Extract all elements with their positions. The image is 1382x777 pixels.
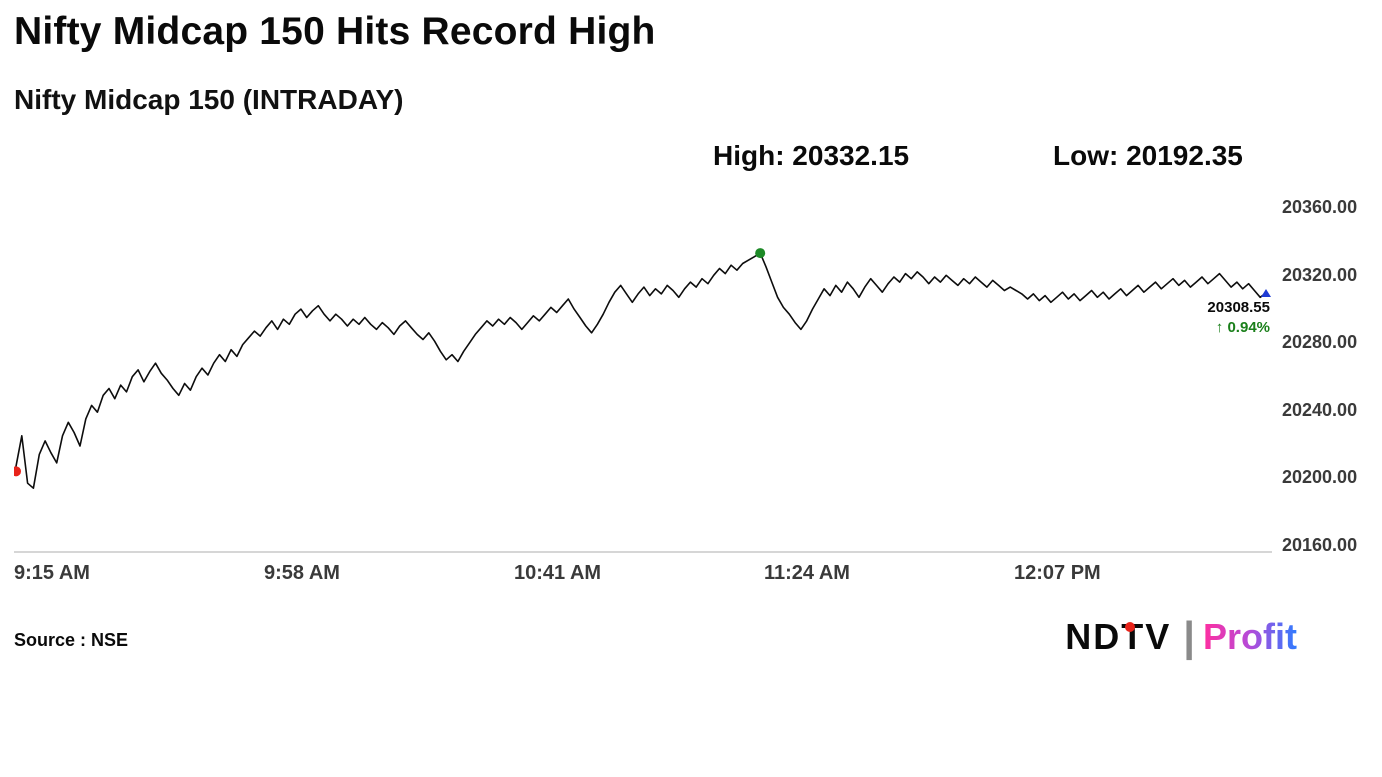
profit-logo-text: Profit — [1203, 616, 1297, 657]
y-tick-label: 20160.00 — [1282, 535, 1358, 555]
source-attribution: Source : NSE — [14, 630, 129, 650]
ndtv-logo-wrap: NDTV — [1065, 616, 1171, 658]
x-tick-label: 9:58 AM — [264, 562, 340, 584]
x-tick-label: 11:24 AM — [764, 562, 850, 584]
percent-change-value: ↑ 0.94% — [1215, 318, 1270, 336]
price-line — [15, 252, 1267, 490]
chart-subtitle: Nifty Midcap 150 (INTRADAY) — [14, 84, 404, 115]
y-tick-label: 20240.00 — [1282, 399, 1358, 420]
y-tick-label: 20320.00 — [1282, 264, 1358, 285]
high-marker — [755, 248, 766, 259]
x-tick-label: 10:41 AM — [514, 562, 602, 584]
y-tick-label: 20280.00 — [1282, 332, 1358, 353]
x-tick-label: 12:07 PM — [1014, 562, 1101, 584]
ndtv-logo-text: NDTV — [1065, 616, 1172, 657]
y-tick-label: 20200.00 — [1282, 467, 1358, 488]
price-line-chart — [14, 248, 1272, 553]
last-price-value: 20308.55 — [1207, 299, 1270, 316]
logo-separator: | — [1183, 613, 1195, 660]
ndtv-red-dot-icon — [1125, 622, 1136, 632]
y-tick-label: 20360.00 — [1282, 197, 1358, 217]
high-value-label: High: 20332.15 — [713, 140, 910, 171]
last-price-annotation: 20308.55 ↑ 0.94% — [1207, 298, 1270, 337]
x-axis-labels: 9:15 AM 9:58 AM 10:41 AM 11:24 AM 12:07 PM — [14, 562, 1374, 592]
ndtv-profit-logo: NDTV | Profit — [1065, 616, 1297, 658]
x-tick-label: 9:15 AM — [14, 562, 90, 584]
page-title: Nifty Midcap 150 Hits Record High — [14, 10, 656, 53]
low-value-label: Low: 20192.35 — [1053, 140, 1243, 171]
last-marker — [1261, 288, 1271, 297]
y-axis-labels: 20360.00 20320.00 20280.00 20240.00 20200.00… — [1282, 192, 1380, 556]
chart-plot-area: 20308.55 ↑ 0.94% — [14, 192, 1272, 556]
open-low-marker — [14, 466, 21, 477]
